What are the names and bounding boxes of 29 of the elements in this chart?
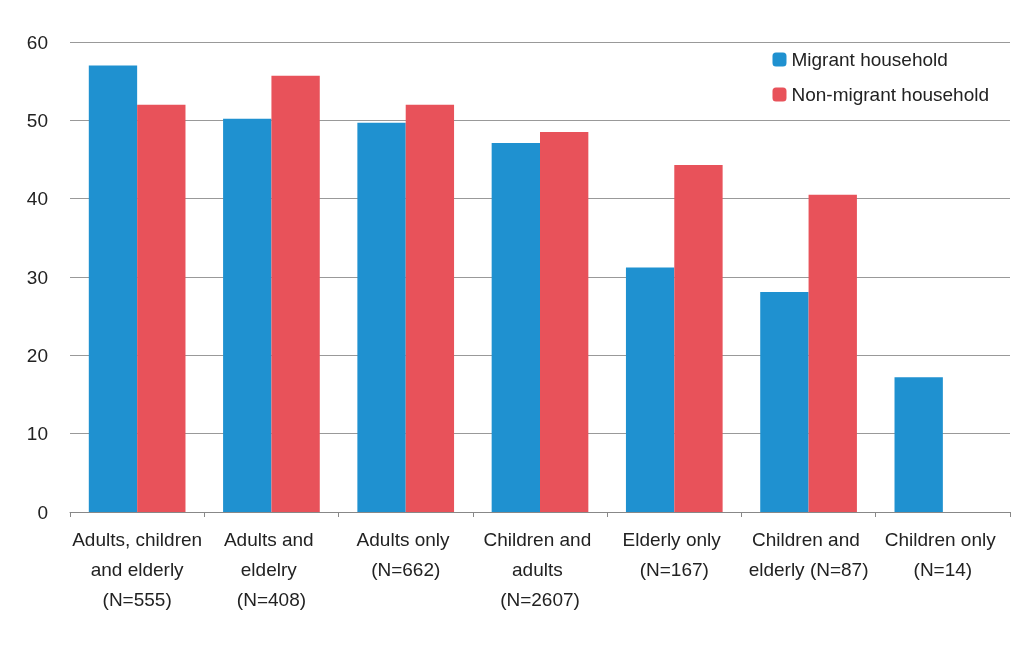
y-tick-label: 30 <box>26 266 48 288</box>
bar <box>540 132 589 512</box>
x-tick-label: Adults only (N=662) <box>356 528 455 580</box>
bar <box>223 118 272 512</box>
x-tick-label: Elderly only (N=167) <box>622 528 727 580</box>
legend-label: Non-migrant household <box>791 84 990 105</box>
bar <box>894 377 943 512</box>
x-tick-label: Adults and eldelry (N=408) <box>223 528 319 610</box>
y-tick-label: 60 <box>26 31 48 53</box>
bar <box>88 65 138 512</box>
bar <box>625 267 675 512</box>
x-tick-label: Children and adults (N=2607) <box>483 528 597 610</box>
bar <box>674 164 723 512</box>
x-tick-label: Children and elderly (N=87) <box>748 528 869 580</box>
bar <box>491 143 540 512</box>
bar <box>357 122 406 512</box>
bar <box>137 104 186 512</box>
y-tick-label: 10 <box>26 423 48 445</box>
y-tick-label: 40 <box>26 188 48 210</box>
bar <box>760 291 809 512</box>
bar <box>271 75 320 512</box>
y-tick-label: 0 <box>37 501 48 523</box>
y-tick-label: 50 <box>26 109 48 131</box>
x-tick-label: Children only (N=14) <box>884 528 1001 580</box>
x-tick-label: Adults, children and elderly (N=555) <box>72 528 203 610</box>
bar <box>808 194 857 512</box>
bar <box>405 104 455 512</box>
y-tick-label: 20 <box>26 344 48 366</box>
legend-label: Migrant household <box>791 49 948 70</box>
